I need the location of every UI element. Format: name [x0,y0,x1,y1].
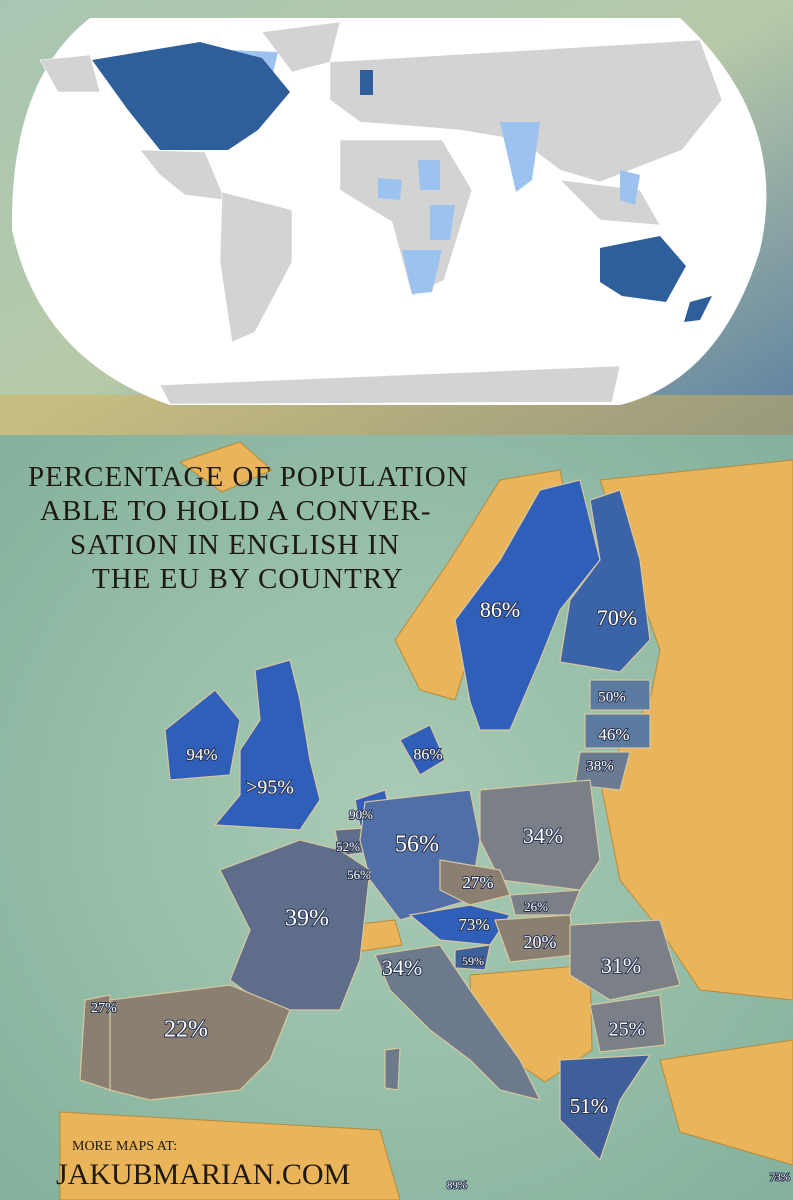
country-label: 46% [598,725,629,744]
country-label: 56% [395,832,439,858]
country-label: 39% [285,906,329,932]
country-label: 34% [523,823,563,848]
footer-small: MORE MAPS AT: [72,1139,177,1154]
country-label: 51% [570,1094,609,1118]
country-label: 89% [447,1180,467,1192]
title-line: SATION IN ENGLISH IN [70,529,400,561]
country-label: 38% [586,758,614,774]
country-label: 20% [524,932,557,952]
europe-map: PERCENTAGE OF POPULATION ABLE TO HOLD A … [0,435,793,1200]
title-line: THE EU BY COUNTRY [92,563,404,595]
title-line: PERCENTAGE OF POPULATION [28,461,469,493]
title-line: ABLE TO HOLD A CONVER- [40,495,432,527]
country-label: 90% [349,807,373,822]
country-label: 25% [609,1019,646,1041]
country-label: 27% [91,1001,117,1016]
country-label: 50% [598,689,626,705]
country-label: 22% [164,1017,208,1043]
country-label: 56% [347,867,371,882]
country-label: 31% [601,953,641,978]
country-label: 70% [597,605,637,630]
country-label: 73% [770,1172,790,1184]
country-label: 26% [524,899,548,914]
non-eu-land [59,441,793,1200]
world-map [0,0,793,435]
footer: MORE MAPS AT: JAKUBMARIAN.COM [56,1139,350,1191]
footer-big: JAKUBMARIAN.COM [56,1158,350,1191]
country-label: >95% [246,777,294,799]
english-majority [92,42,712,322]
country-label: 73% [458,915,489,934]
title: PERCENTAGE OF POPULATION ABLE TO HOLD A … [28,461,469,595]
country-label: 52% [336,839,360,854]
country-label: 34% [382,955,422,980]
country-label: 86% [413,747,442,764]
country-label: 94% [186,745,217,764]
eu-countries [79,479,681,1162]
country-label: 86% [480,597,520,622]
country-labels: 86% 70% 50% 46% 38% 94% >95% 86% 90% 52%… [90,596,791,1192]
country-label: 59% [462,954,484,968]
country-label: 27% [462,873,493,892]
